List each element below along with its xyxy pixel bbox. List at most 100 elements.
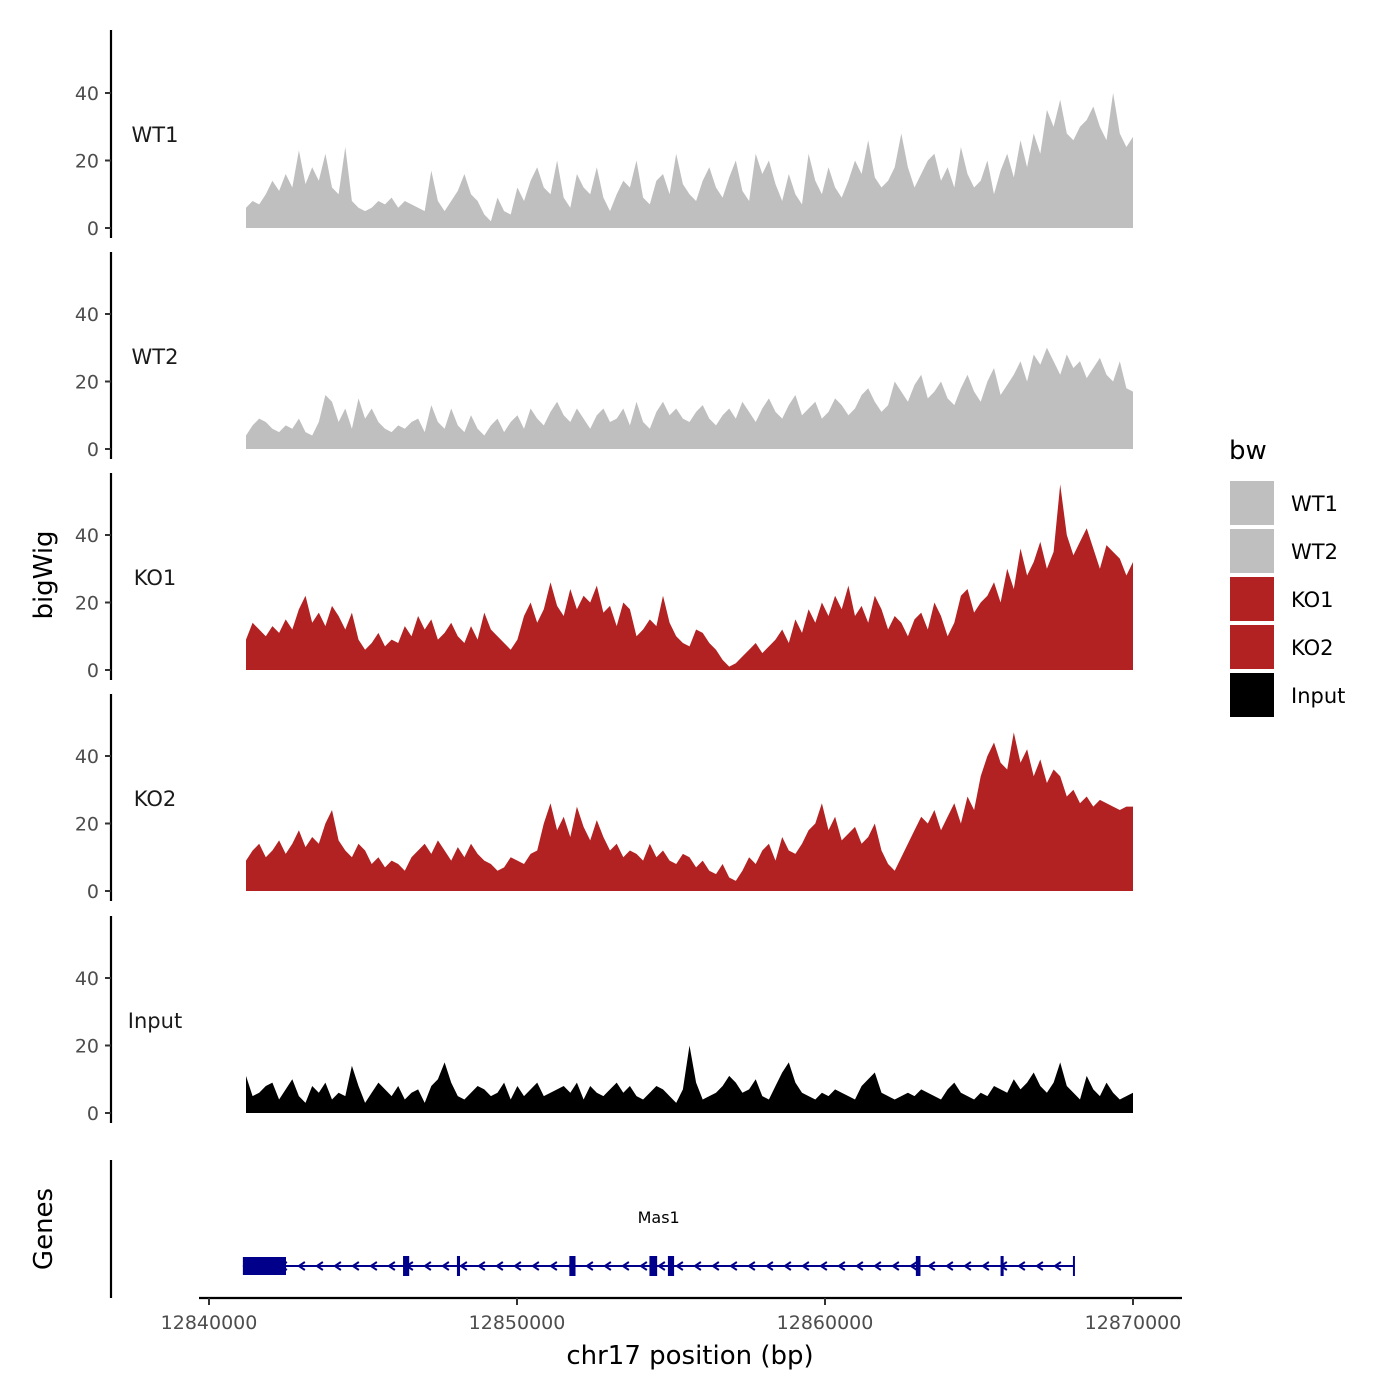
strand-arrow — [747, 1261, 756, 1271]
x-tick-label: 12840000 — [161, 1312, 258, 1334]
gene-name-label: Mas1 — [638, 1208, 680, 1227]
legend-label-input: Input — [1291, 684, 1345, 708]
x-axis: 12840000 12850000 12860000 12870000 — [161, 1296, 1182, 1334]
strand-arrow — [513, 1261, 522, 1271]
y-tick-label: 0 — [87, 660, 99, 682]
exon — [1000, 1256, 1004, 1276]
strand-arrow — [711, 1261, 720, 1271]
y-tick-label: 0 — [87, 1103, 99, 1125]
strand-arrow — [621, 1261, 630, 1271]
strand-arrow — [639, 1261, 648, 1271]
strand-arrow — [963, 1261, 972, 1271]
y-tick-label: 20 — [75, 814, 99, 836]
gene-track: Mas1 — [109, 1160, 1075, 1298]
track-wt2: 0 20 40 WT2 — [75, 252, 1133, 461]
strand-arrow — [1035, 1261, 1044, 1271]
exon — [456, 1256, 461, 1276]
area-ko1 — [246, 484, 1133, 670]
y-tick-label: 40 — [75, 968, 99, 990]
strand-arrow — [603, 1261, 612, 1271]
track-label-wt2: WT2 — [132, 345, 179, 369]
y-tick-label: 40 — [75, 746, 99, 768]
area-input — [246, 1045, 1133, 1113]
genes-axis-title: Genes — [29, 1188, 59, 1270]
track-ko2: 0 20 40 KO2 — [75, 694, 1133, 903]
strand-arrow — [909, 1261, 918, 1271]
legend-key-input — [1230, 673, 1274, 717]
strand-arrow — [423, 1261, 432, 1271]
strand-arrow — [477, 1261, 486, 1271]
strand-arrow — [657, 1261, 666, 1271]
legend-key-ko1 — [1230, 577, 1274, 621]
exon — [649, 1256, 658, 1276]
track-wt1: 0 20 40 WT1 — [75, 30, 1133, 240]
strand-arrow — [801, 1261, 810, 1271]
legend-key-wt1 — [1230, 481, 1274, 525]
strand-arrow — [495, 1261, 504, 1271]
area-wt2 — [246, 347, 1133, 449]
area-ko2 — [246, 732, 1133, 891]
strand-arrow — [783, 1261, 792, 1271]
y-tick-label: 20 — [75, 593, 99, 615]
y-tick-label: 0 — [87, 218, 99, 240]
track-panels: 0 20 40 WT1 0 20 40 WT2 0 20 40 KO1 0 20 40 KO2 0 20 40 Inp… — [75, 30, 1133, 1125]
strand-arrow — [693, 1261, 702, 1271]
y-tick-label: 40 — [75, 304, 99, 326]
x-tick-label: 12860000 — [777, 1312, 874, 1334]
strand-arrow — [675, 1261, 684, 1271]
y-tick-label: 0 — [87, 439, 99, 461]
legend-label-wt2: WT2 — [1291, 540, 1338, 564]
track-label-ko1: KO1 — [134, 566, 177, 590]
track-input: 0 20 40 Input — [75, 916, 1133, 1125]
strand-arrow — [297, 1261, 306, 1271]
strand-arrow — [765, 1261, 774, 1271]
legend-label-ko1: KO1 — [1291, 588, 1334, 612]
legend-label-ko2: KO2 — [1291, 636, 1334, 660]
y-tick-label: 40 — [75, 83, 99, 105]
strand-arrow — [441, 1261, 450, 1271]
strand-arrow — [927, 1261, 936, 1271]
exon — [915, 1256, 921, 1276]
strand-arrow — [837, 1261, 846, 1271]
track-label-input: Input — [128, 1009, 182, 1033]
strand-arrow — [585, 1261, 594, 1271]
y-tick-label: 20 — [75, 372, 99, 394]
strand-arrow — [531, 1261, 540, 1271]
exon — [569, 1256, 576, 1276]
track-ko1: 0 20 40 KO1 — [75, 473, 1133, 682]
strand-arrow — [981, 1261, 990, 1271]
legend-key-wt2 — [1230, 529, 1274, 573]
x-tick-label: 12870000 — [1085, 1312, 1182, 1334]
legend-title: bw — [1229, 436, 1267, 466]
x-axis-title: chr17 position (bp) — [566, 1341, 813, 1371]
legend-key-ko2 — [1230, 625, 1274, 669]
track-label-wt1: WT1 — [132, 123, 179, 147]
strand-arrow — [1053, 1261, 1062, 1271]
area-wt1 — [246, 93, 1133, 228]
y-tick-label: 20 — [75, 1036, 99, 1058]
strand-arrow — [855, 1261, 864, 1271]
exon — [667, 1256, 675, 1276]
strand-arrow — [549, 1261, 558, 1271]
strand-arrow — [315, 1261, 324, 1271]
strand-arrow — [369, 1261, 378, 1271]
strand-arrow — [819, 1261, 828, 1271]
y-tick-label: 40 — [75, 525, 99, 547]
y-tick-label: 20 — [75, 151, 99, 173]
strand-arrow — [333, 1261, 342, 1271]
exon — [1072, 1256, 1075, 1276]
y-tick-label: 0 — [87, 881, 99, 903]
strand-arrow — [729, 1261, 738, 1271]
strand-arrow — [351, 1261, 360, 1271]
strand-arrow — [945, 1261, 954, 1271]
strand-arrow — [459, 1261, 468, 1271]
strand-arrow — [891, 1261, 900, 1271]
exon — [403, 1256, 410, 1276]
y-axis-title: bigWig — [29, 530, 59, 619]
strand-arrow — [1017, 1261, 1026, 1271]
strand-arrow — [387, 1261, 396, 1271]
track-label-ko2: KO2 — [134, 787, 177, 811]
strand-arrow — [873, 1261, 882, 1271]
x-tick-label: 12850000 — [469, 1312, 566, 1334]
